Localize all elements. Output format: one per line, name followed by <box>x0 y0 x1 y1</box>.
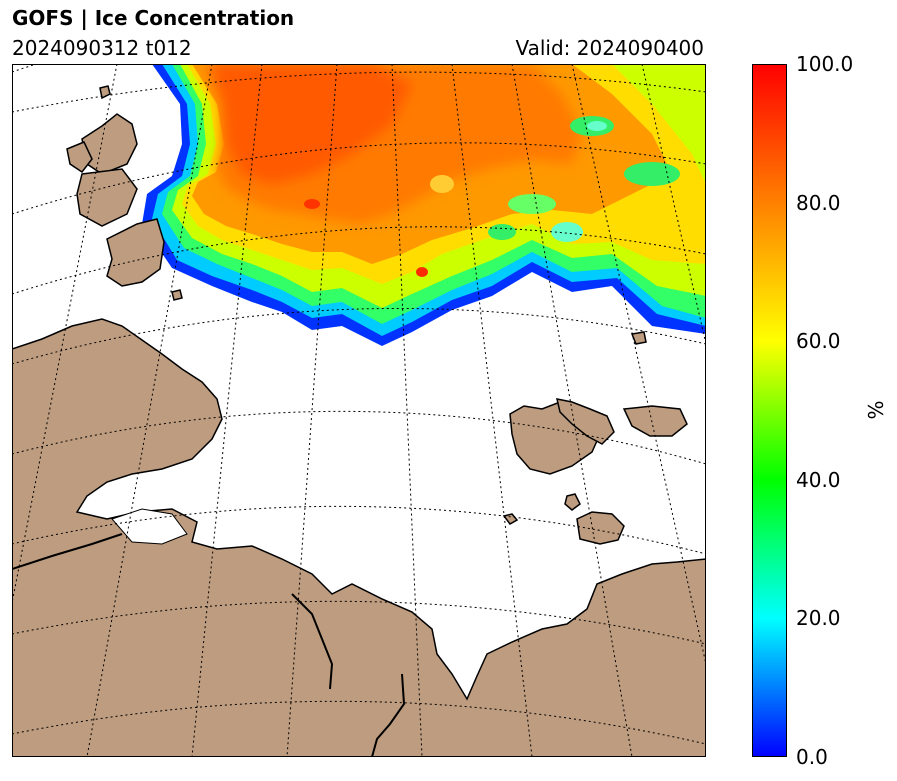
map-title: GOFS | Ice Concentration <box>12 6 295 30</box>
valid-time-label: Valid: 2024090400 <box>515 36 704 60</box>
white-sea-inlet <box>111 508 188 545</box>
colorbar-tick-label: 0.0 <box>796 745 828 769</box>
rivers <box>12 533 406 757</box>
land-masses <box>12 85 706 757</box>
colorbar-tick-label: 20.0 <box>796 606 841 630</box>
colorbar-tick-label: 80.0 <box>796 191 841 215</box>
run-time-label: 2024090312 t012 <box>12 36 192 60</box>
colorbar-unit-label: % <box>864 400 888 420</box>
colorbar-tick-label: 60.0 <box>796 329 841 353</box>
graticule <box>12 64 706 757</box>
colorbar-gradient <box>752 64 787 757</box>
colorbar-tick-label: 40.0 <box>796 468 841 492</box>
map-frame <box>12 64 706 757</box>
ice-concentration-map <box>12 64 706 757</box>
sea-ice-field <box>142 64 706 346</box>
colorbar <box>752 64 787 757</box>
colorbar-tick-label: 100.0 <box>796 52 854 76</box>
